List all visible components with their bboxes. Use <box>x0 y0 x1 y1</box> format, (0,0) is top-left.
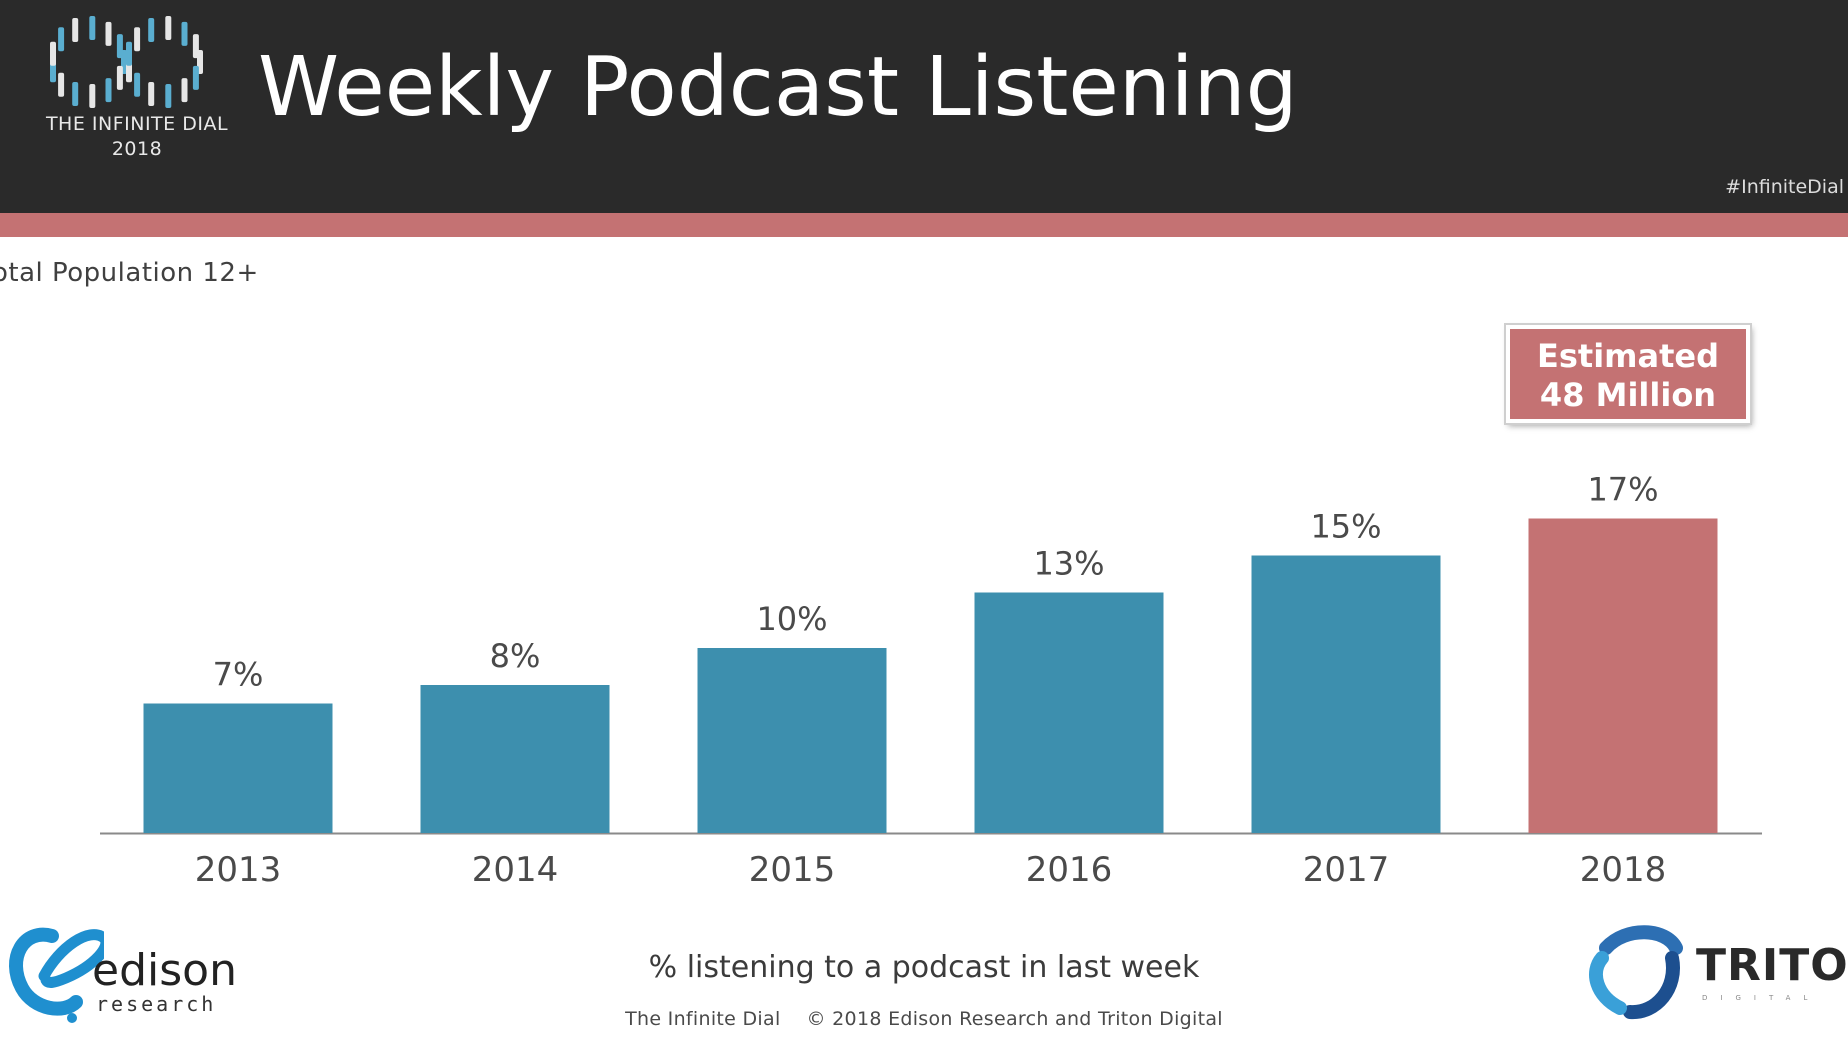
value-label-2016: 13% <box>1033 545 1104 583</box>
logo-stripe <box>89 16 96 40</box>
bar-chart: 7% 2013 8% 2014 10% 2015 13% 2016 15% 2017 17% 2018 <box>100 471 1762 890</box>
triton-subtitle: DIGITAL <box>1702 994 1821 1002</box>
bar-2014 <box>420 685 610 833</box>
tick-label-2013: 2013 <box>195 850 282 890</box>
logo-stripe <box>72 18 79 42</box>
logo-stripe <box>181 21 188 46</box>
bar-2016 <box>974 592 1164 833</box>
bar-2017 <box>1251 555 1441 833</box>
header-bar <box>0 0 1848 213</box>
bar-2015 <box>697 648 887 833</box>
tick-label-2014: 2014 <box>472 850 559 890</box>
logo-stripe <box>126 41 132 66</box>
value-label-2015: 10% <box>756 600 827 638</box>
triton-swirl-icon <box>1589 925 1683 1020</box>
chart-caption: % listening to a podcast in last week <box>648 950 1200 985</box>
logo-stripe <box>165 84 172 108</box>
logo-stripe <box>116 65 123 90</box>
estimate-callout: Estimated 48 Million <box>1506 325 1750 423</box>
logo-stripe <box>89 84 96 108</box>
edison-research-logo: edison research <box>4 918 244 1028</box>
value-label-2017: 15% <box>1310 508 1381 546</box>
logo-stripe <box>105 78 112 103</box>
footer-credit-left: The Infinite Dial <box>625 1008 781 1030</box>
edison-wordmark: edison <box>92 945 237 996</box>
logo-stripe <box>50 41 56 66</box>
logo-caption-line1: THE INFINITE DIAL <box>45 113 229 135</box>
edison-subtitle: research <box>96 992 217 1016</box>
tick-label-2017: 2017 <box>1303 850 1390 890</box>
edison-swirl-icon <box>9 927 112 1023</box>
logo-stripe <box>105 21 112 46</box>
triton-wordmark: TRITON <box>1696 940 1848 991</box>
callout-line2: 48 Million <box>1539 376 1717 414</box>
bar-2018 <box>1528 518 1718 833</box>
bar-2013 <box>143 703 333 833</box>
tick-label-2018: 2018 <box>1580 850 1667 890</box>
infinite-dial-logo: THE INFINITE DIAL 2018 <box>40 14 240 174</box>
accent-stripe <box>0 213 1848 237</box>
logo-stripe <box>58 72 65 97</box>
logo-stripe <box>134 27 141 52</box>
value-label-2014: 8% <box>490 637 541 675</box>
logo-stripe <box>165 16 172 40</box>
logo-stripe <box>192 65 199 90</box>
hashtag: #InfiniteDial <box>1725 176 1844 198</box>
population-subtitle: otal Population 12+ <box>0 258 259 288</box>
tick-label-2015: 2015 <box>749 850 836 890</box>
infinity-icon <box>50 16 203 108</box>
tick-label-2016: 2016 <box>1026 850 1113 890</box>
callout-line1: Estimated <box>1536 337 1719 375</box>
logo-stripe <box>116 34 123 59</box>
footer-credit-right: © 2018 Edison Research and Triton Digita… <box>806 1008 1223 1030</box>
logo-stripe <box>72 82 79 106</box>
value-label-2018: 17% <box>1587 471 1658 509</box>
value-label-2013: 7% <box>213 656 264 694</box>
triton-digital-logo: TRITON DIGITAL <box>1586 918 1848 1028</box>
logo-stripe <box>148 18 155 42</box>
footer-credit: The Infinite Dial © 2018 Edison Research … <box>0 1008 1848 1030</box>
logo-caption-line2: 2018 <box>111 138 163 160</box>
logo-stripe <box>181 78 188 103</box>
logo-stripe <box>148 82 155 106</box>
page-title: Weekly Podcast Listening <box>258 40 1298 135</box>
logo-caption: THE INFINITE DIAL 2018 <box>40 112 234 162</box>
logo-stripe <box>192 34 199 59</box>
logo-stripe <box>58 27 65 52</box>
logo-stripe <box>134 72 141 97</box>
